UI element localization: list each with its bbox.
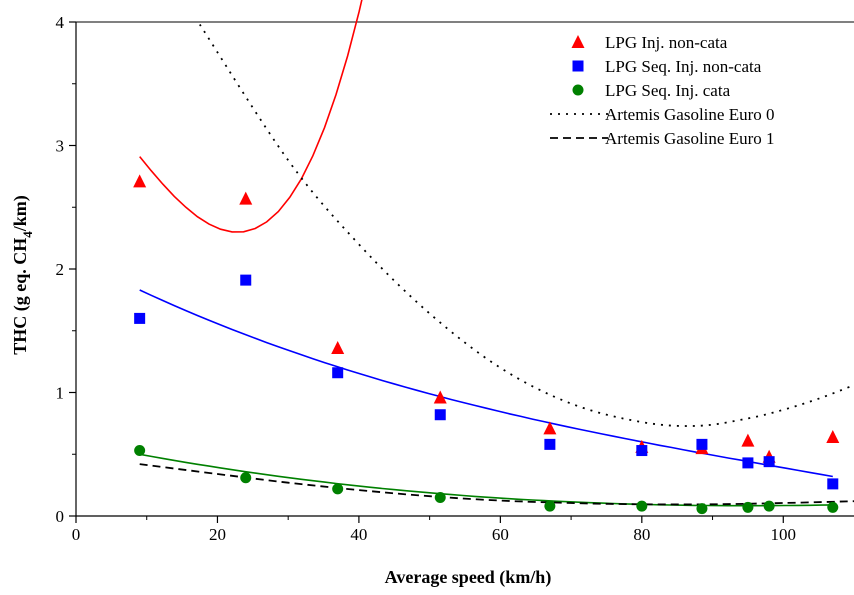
data-point-square [332, 367, 344, 379]
x-axis-title: Average speed (km/h) [385, 567, 552, 588]
y-tick-label: 3 [56, 137, 65, 156]
curves [139, 0, 854, 507]
data-point-square [696, 438, 708, 450]
legend-marker-square [572, 60, 584, 72]
x-tick-label: 0 [72, 525, 81, 544]
data-point-square [240, 274, 252, 286]
y-axis-title-tail: /km) [10, 195, 31, 232]
data-point-triangle [239, 191, 253, 205]
axes: 0 20 40 60 80 100 0 1 2 3 4 [56, 13, 854, 544]
data-point-triangle [433, 390, 447, 404]
data-point-square [434, 409, 446, 421]
legend-label: LPG Seq. Inj. cata [605, 81, 731, 100]
data-point-square [763, 456, 775, 468]
data-point-circle [332, 483, 344, 495]
legend: LPG Inj. non-cata LPG Seq. Inj. non-cata L… [550, 33, 775, 148]
x-tick-label: 60 [492, 525, 509, 544]
fit-curve-3 [139, 453, 833, 507]
legend-marker-triangle [571, 35, 585, 48]
fit-curve-1 [139, 0, 363, 233]
x-tick-label: 100 [771, 525, 797, 544]
data-point-circle [434, 491, 446, 503]
y-tick-label: 0 [56, 507, 65, 526]
data-point-square [636, 445, 648, 457]
data-point-circle [696, 503, 708, 515]
data-point-square [742, 457, 754, 469]
y-axis-title-subscript: 4 [20, 231, 35, 238]
x-tick-label: 20 [209, 525, 226, 544]
x-tick-label: 80 [633, 525, 650, 544]
data-point-circle [134, 445, 146, 457]
y-tick-label: 2 [56, 260, 65, 279]
legend-label: Artemis Gasoline Euro 0 [605, 105, 775, 124]
y-axis-title: THC (g eq. CH4/km) [10, 195, 35, 355]
legend-label: LPG Inj. non-cata [605, 33, 728, 52]
markers [133, 174, 840, 515]
data-point-square [544, 438, 556, 450]
fit-curve-2 [139, 289, 833, 478]
y-axis-title-main: THC (g eq. CH [10, 238, 31, 355]
data-point-circle [827, 501, 839, 513]
data-point-square [134, 312, 146, 324]
data-point-square [827, 478, 839, 490]
data-point-triangle [741, 433, 755, 447]
reference-curve-4 [199, 24, 854, 427]
y-tick-label: 1 [56, 384, 65, 403]
data-point-circle [636, 500, 648, 512]
data-point-triangle [133, 174, 147, 188]
data-point-circle [763, 500, 775, 512]
legend-label: LPG Seq. Inj. non-cata [605, 57, 762, 76]
legend-marker-circle [572, 84, 584, 96]
data-point-triangle [543, 421, 557, 435]
y-tick-label: 4 [56, 13, 65, 32]
x-tick-label: 40 [350, 525, 367, 544]
data-point-circle [240, 472, 252, 484]
data-point-triangle [826, 429, 840, 443]
data-point-triangle [331, 341, 345, 355]
data-point-circle [544, 500, 556, 512]
data-point-circle [742, 501, 754, 513]
legend-label: Artemis Gasoline Euro 1 [605, 129, 775, 148]
